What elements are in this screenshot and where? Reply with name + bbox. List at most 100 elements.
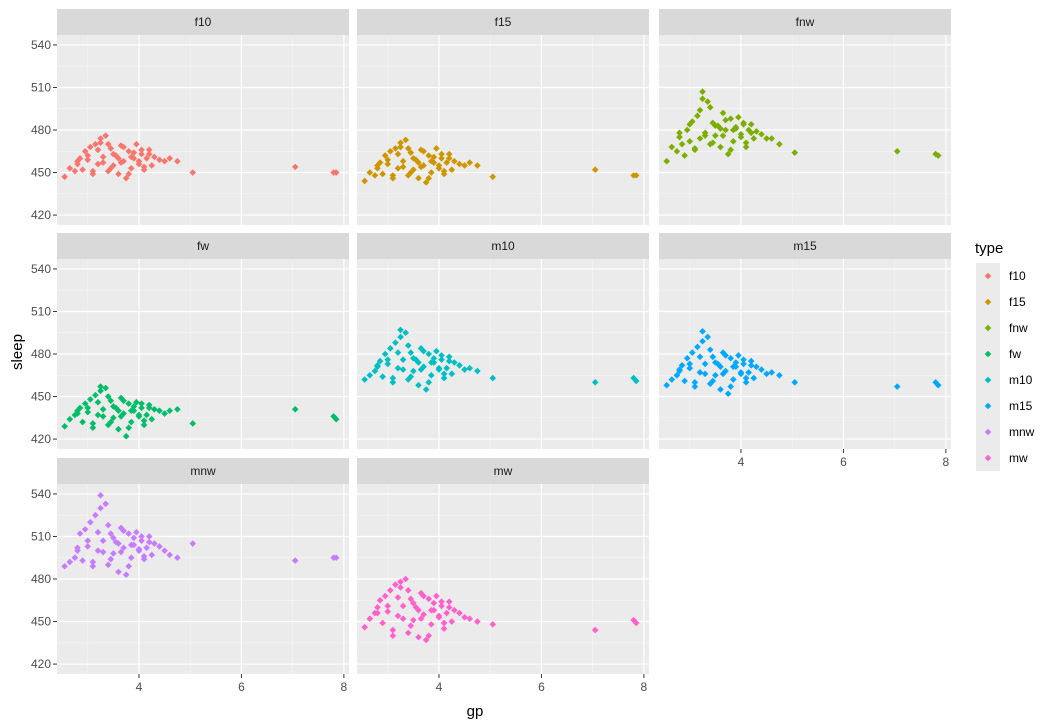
- y-tick-label: 510: [31, 529, 51, 543]
- data-point-fnw: [712, 122, 719, 130]
- data-point-m10: [415, 381, 422, 389]
- data-point-fnw: [722, 116, 729, 124]
- data-point-mw: [389, 626, 397, 634]
- data-point-mnw: [120, 544, 127, 552]
- data-point-mnw: [104, 521, 112, 529]
- legend-label: mw: [1009, 451, 1028, 465]
- x-tick-label: 6: [840, 455, 847, 469]
- data-point-m10: [371, 367, 379, 375]
- data-point-mnw: [133, 528, 140, 536]
- data-point-mw: [399, 602, 407, 610]
- data-point-f10: [127, 153, 135, 161]
- data-point-f10: [148, 162, 156, 169]
- data-point-mw: [445, 604, 453, 611]
- data-point-f10: [145, 146, 153, 154]
- data-point-fnw: [709, 139, 717, 147]
- legend-item-f10: f10: [976, 263, 1026, 289]
- y-tick-label: 450: [31, 166, 51, 180]
- data-point-fw: [94, 411, 102, 419]
- data-point-mnw: [117, 548, 125, 556]
- data-point-fw: [110, 403, 117, 410]
- data-point-fnw: [740, 119, 747, 127]
- data-point-fw: [151, 405, 158, 413]
- data-point-f15: [443, 159, 450, 166]
- data-point-f15: [451, 157, 458, 165]
- data-point-f15: [389, 174, 397, 182]
- data-point-f15: [489, 173, 497, 181]
- data-point-fnw: [758, 130, 765, 138]
- data-point-mnw: [161, 547, 168, 554]
- data-point-m15: [727, 354, 735, 362]
- data-point-fnw: [776, 140, 783, 148]
- data-point-fw: [84, 408, 92, 416]
- data-point-mnw: [79, 557, 86, 564]
- data-point-m10: [591, 379, 599, 386]
- data-point-fw: [127, 407, 135, 415]
- data-point-f15: [435, 162, 443, 169]
- data-point-mw: [366, 615, 374, 623]
- data-point-fw: [140, 421, 148, 429]
- data-point-m10: [632, 377, 640, 385]
- data-point-f15: [407, 149, 415, 156]
- data-point-f15: [440, 167, 448, 175]
- facet-strip-label: f10: [195, 15, 212, 29]
- legend-label: mnw: [1009, 425, 1035, 439]
- facet-strip-label: fw: [197, 239, 209, 253]
- legend-label: m10: [1009, 373, 1033, 387]
- data-point-mnw: [71, 554, 79, 562]
- data-point-fw: [102, 384, 109, 392]
- data-point-f15: [591, 166, 599, 174]
- data-point-mw: [374, 604, 381, 611]
- data-point-m15: [681, 377, 688, 385]
- facet-strip: [57, 458, 349, 484]
- data-point-fnw: [699, 95, 706, 103]
- data-point-f15: [415, 174, 422, 182]
- data-point-f10: [74, 157, 81, 165]
- data-point-mnw: [89, 562, 97, 570]
- data-point-m15: [696, 353, 704, 361]
- data-point-mw: [384, 602, 392, 610]
- data-point-f10: [125, 170, 133, 178]
- data-point-f10: [94, 146, 102, 154]
- data-point-mw: [417, 615, 425, 623]
- data-point-f15: [445, 150, 453, 158]
- data-point-fnw: [683, 126, 691, 134]
- data-point-fnw: [668, 143, 676, 151]
- legend-marker: [984, 324, 992, 332]
- data-point-mnw: [138, 533, 145, 540]
- data-point-f15: [384, 160, 392, 168]
- data-point-m10: [417, 366, 425, 373]
- data-point-m10: [399, 366, 407, 373]
- data-point-fw: [89, 420, 97, 427]
- data-point-fw: [117, 413, 125, 420]
- data-point-fnw: [724, 150, 732, 158]
- data-point-m15: [663, 381, 670, 389]
- data-point-m10: [461, 366, 468, 373]
- data-point-m10: [379, 373, 386, 380]
- data-point-f10: [138, 150, 145, 158]
- data-point-fnw: [934, 152, 942, 159]
- data-point-m15: [722, 352, 729, 359]
- data-point-mw: [425, 632, 433, 640]
- facet-strip: [357, 9, 649, 35]
- data-point-fnw: [742, 143, 750, 151]
- data-point-mw: [425, 595, 433, 603]
- facet-strip: [659, 233, 951, 259]
- data-point-mw: [407, 595, 415, 603]
- data-point-fnw: [704, 98, 711, 105]
- y-tick-label: 480: [31, 572, 51, 586]
- data-point-m10: [425, 350, 433, 358]
- data-point-m15: [742, 374, 750, 382]
- facet-strip: [357, 458, 649, 484]
- data-point-m10: [451, 359, 458, 366]
- data-point-m15: [893, 383, 901, 390]
- data-point-mw: [404, 587, 412, 594]
- legend-label: m15: [1009, 399, 1033, 413]
- data-point-mw: [632, 619, 640, 627]
- data-point-mw: [443, 609, 450, 617]
- data-point-mw: [410, 599, 417, 607]
- facet-strip: [57, 9, 349, 35]
- data-point-mw: [374, 609, 381, 617]
- data-point-mw: [379, 619, 386, 627]
- data-point-m15: [699, 337, 706, 345]
